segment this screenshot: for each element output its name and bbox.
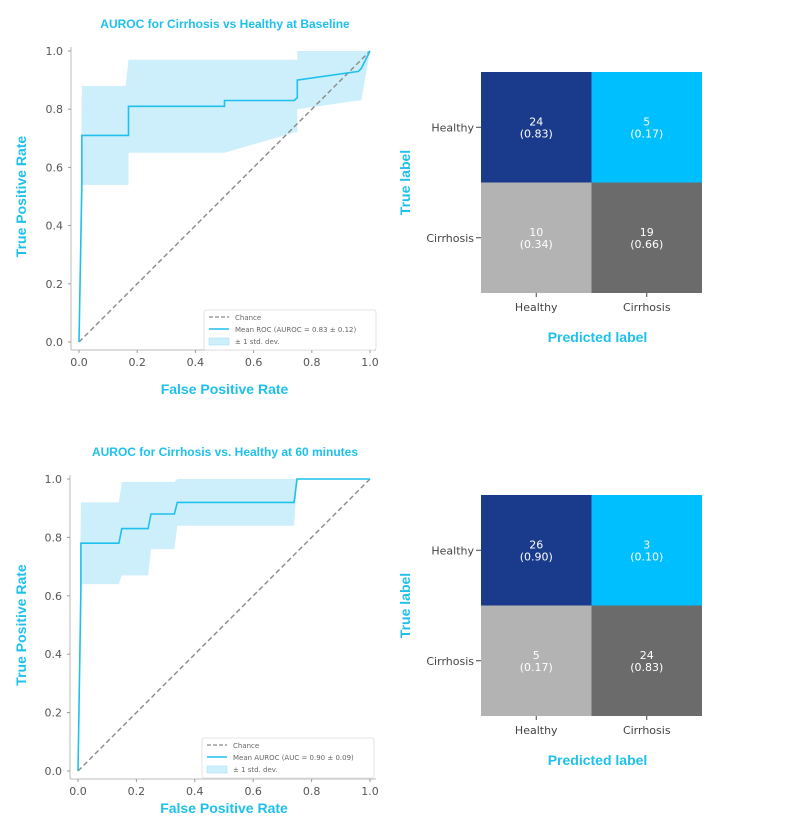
cm-cell (481, 495, 592, 606)
cm-cell-fraction: (0.90) (520, 550, 553, 563)
x-axis-label: Predicted label (548, 329, 648, 345)
y-axis-label: True Positive Rate (13, 564, 29, 686)
cm-cell-fraction: (0.66) (630, 238, 663, 251)
cm-cell-count: 26 (529, 538, 543, 551)
x-axis-label: False Positive Rate (161, 381, 289, 397)
x-tick-label: 0.8 (303, 356, 321, 369)
roc-chart-0: AUROC for Cirrhosis vs Healthy at Baseli… (13, 17, 379, 397)
legend-label: Mean ROC (AUROC = 0.83 ± 0.12) (235, 326, 356, 334)
std-dev-band (78, 479, 370, 771)
y-tick-label: Healthy (431, 121, 474, 134)
x-tick-label: 0.0 (70, 356, 88, 369)
legend-label: ± 1 std. dev. (235, 338, 280, 346)
y-tick-label: 0.2 (45, 707, 63, 720)
y-tick-label: 1.0 (45, 473, 63, 486)
x-tick-label: Healthy (515, 301, 558, 314)
cm-cell (591, 72, 702, 183)
cm-cell-count: 5 (643, 115, 650, 128)
legend-label: Chance (233, 742, 259, 750)
y-tick-label: 1.0 (46, 45, 64, 58)
roc-chart-2: AUROC for Cirrhosis vs. Healthy at 60 mi… (13, 445, 379, 816)
x-tick-label: 0.6 (245, 356, 263, 369)
y-tick-label: 0.6 (45, 590, 63, 603)
y-axis-label: True Positive Rate (13, 136, 29, 258)
y-tick-label: 0.0 (46, 336, 64, 349)
cm-cell-fraction: (0.83) (630, 661, 663, 674)
cm-cell-count: 24 (529, 115, 543, 128)
x-tick-label: 0.4 (187, 356, 205, 369)
x-tick-label: 0.4 (186, 785, 204, 798)
y-tick-label: Cirrhosis (426, 232, 474, 245)
x-tick-label: 0.2 (128, 785, 146, 798)
y-tick-label: Healthy (431, 544, 474, 557)
legend-box (203, 309, 377, 351)
x-axis-label: Predicted label (548, 752, 648, 768)
legend-swatch-band (206, 765, 228, 774)
x-tick-label: 0.8 (303, 785, 321, 798)
cm-cell (481, 72, 592, 183)
y-tick-label: 0.2 (46, 278, 64, 291)
cm-cell-count: 3 (643, 538, 650, 551)
cm-cell-fraction: (0.83) (520, 127, 553, 140)
cm-cell (591, 182, 702, 293)
chance-line (78, 50, 371, 343)
y-tick-label: 0.6 (46, 161, 64, 174)
cm-cell (591, 495, 702, 606)
cm-cell-fraction: (0.10) (630, 550, 663, 563)
cm-cell (591, 605, 702, 716)
y-tick-label: 0.0 (45, 765, 63, 778)
cm-cell-count: 24 (640, 649, 654, 662)
cm-cell-count: 10 (529, 226, 543, 239)
cm-cell (481, 182, 592, 293)
cm-cell-fraction: (0.17) (630, 127, 663, 140)
x-tick-label: Healthy (515, 724, 558, 737)
y-tick-label: 0.4 (46, 220, 64, 233)
cm-cell-count: 5 (533, 649, 540, 662)
chart-title: AUROC for Cirrhosis vs. Healthy at 60 mi… (92, 445, 358, 459)
legend-swatch-band (208, 337, 230, 346)
y-axis-label: True label (397, 150, 413, 215)
cm-cell-fraction: (0.34) (520, 238, 553, 251)
y-axis-label: True label (397, 573, 413, 638)
legend: Chance Mean ROC (AUROC = 0.83 ± 0.12) ± 1 … (203, 309, 377, 351)
x-tick-label: 0.2 (128, 356, 146, 369)
chart-title: AUROC for Cirrhosis vs Healthy at Baseli… (100, 17, 350, 31)
x-tick-label: 0.0 (69, 785, 87, 798)
x-tick-label: 1.0 (361, 785, 379, 798)
mean-roc-line (78, 50, 371, 343)
y-tick-label: Cirrhosis (426, 655, 474, 668)
legend-box (201, 737, 375, 779)
confusion-matrix-1: 24(0.83) 5(0.17) 10(0.34) 19(0.66) Healthy Ci… (397, 72, 702, 345)
cm-cell-count: 19 (640, 226, 654, 239)
x-tick-label: 0.6 (244, 785, 262, 798)
x-axis-label: False Positive Rate (160, 800, 288, 816)
y-tick-label: 0.4 (45, 648, 63, 661)
legend-label: Chance (235, 314, 261, 322)
x-tick-label: Cirrhosis (623, 724, 671, 737)
y-tick-label: 0.8 (46, 103, 64, 116)
x-tick-label: Cirrhosis (623, 301, 671, 314)
x-tick-label: 1.0 (361, 356, 379, 369)
legend-label: ± 1 std. dev. (233, 766, 278, 774)
cm-cell-fraction: (0.17) (520, 661, 553, 674)
mean-roc-line (77, 478, 370, 772)
chance-line (77, 478, 371, 772)
legend: Chance Mean AUROC (AUC = 0.90 ± 0.09) ± 1 … (201, 737, 375, 779)
y-tick-label: 0.8 (45, 531, 63, 544)
confusion-matrix-3: 26(0.90) 3(0.10) 5(0.17) 24(0.83) Healthy Cir… (397, 495, 702, 768)
cm-cell (481, 605, 592, 716)
legend-label: Mean AUROC (AUC = 0.90 ± 0.09) (233, 754, 354, 762)
